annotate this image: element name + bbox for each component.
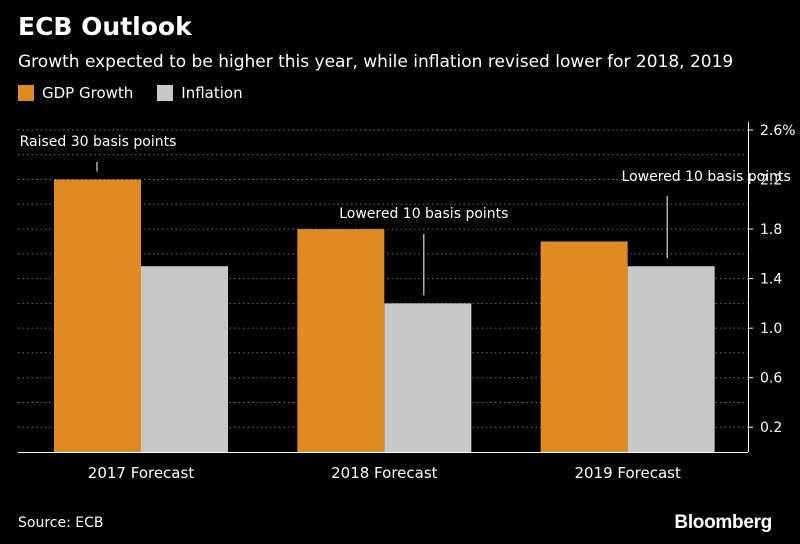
bar-gdp-1 bbox=[297, 229, 385, 452]
bar-inflation-0 bbox=[141, 266, 228, 452]
bar-gdp-0 bbox=[54, 179, 141, 453]
legend-swatch-inflation bbox=[157, 85, 174, 101]
legend-item-gdp: GDP Growth bbox=[18, 84, 133, 102]
bloomberg-logo: Bloomberg bbox=[674, 512, 772, 533]
chart-title: ECB Outlook bbox=[18, 12, 192, 41]
legend-label-gdp: GDP Growth bbox=[42, 84, 134, 102]
y-tick-label: 2.6% bbox=[760, 123, 796, 139]
y-tick-label: 1.0 bbox=[760, 321, 782, 337]
legend: GDP Growth Inflation bbox=[18, 84, 267, 102]
x-tick-label: 2017 Forecast bbox=[88, 464, 195, 482]
y-tick-label: 1.8 bbox=[760, 222, 782, 238]
y-tick-label: 0.6 bbox=[760, 371, 782, 387]
annotation-label: Lowered 10 basis points bbox=[339, 206, 508, 222]
annotation-label: Raised 30 basis points bbox=[20, 134, 177, 150]
legend-item-inflation: Inflation bbox=[157, 84, 243, 102]
legend-swatch-gdp bbox=[18, 85, 34, 101]
annotation-label: Lowered 10 basis points bbox=[622, 169, 791, 185]
bar-inflation-2 bbox=[627, 266, 715, 452]
y-tick-label: 0.2 bbox=[760, 420, 782, 436]
bar-gdp-2 bbox=[540, 241, 628, 452]
y-tick-label: 1.4 bbox=[760, 272, 782, 288]
y-tick-label: 2.2 bbox=[760, 173, 782, 189]
bar-inflation-1 bbox=[384, 303, 472, 452]
x-tick-label: 2018 Forecast bbox=[331, 464, 438, 482]
x-tick-label: 2019 Forecast bbox=[574, 464, 681, 482]
legend-label-inflation: Inflation bbox=[181, 84, 243, 102]
source-note: Source: ECB bbox=[18, 515, 104, 531]
chart-subtitle: Growth expected to be higher this year, … bbox=[18, 52, 734, 72]
